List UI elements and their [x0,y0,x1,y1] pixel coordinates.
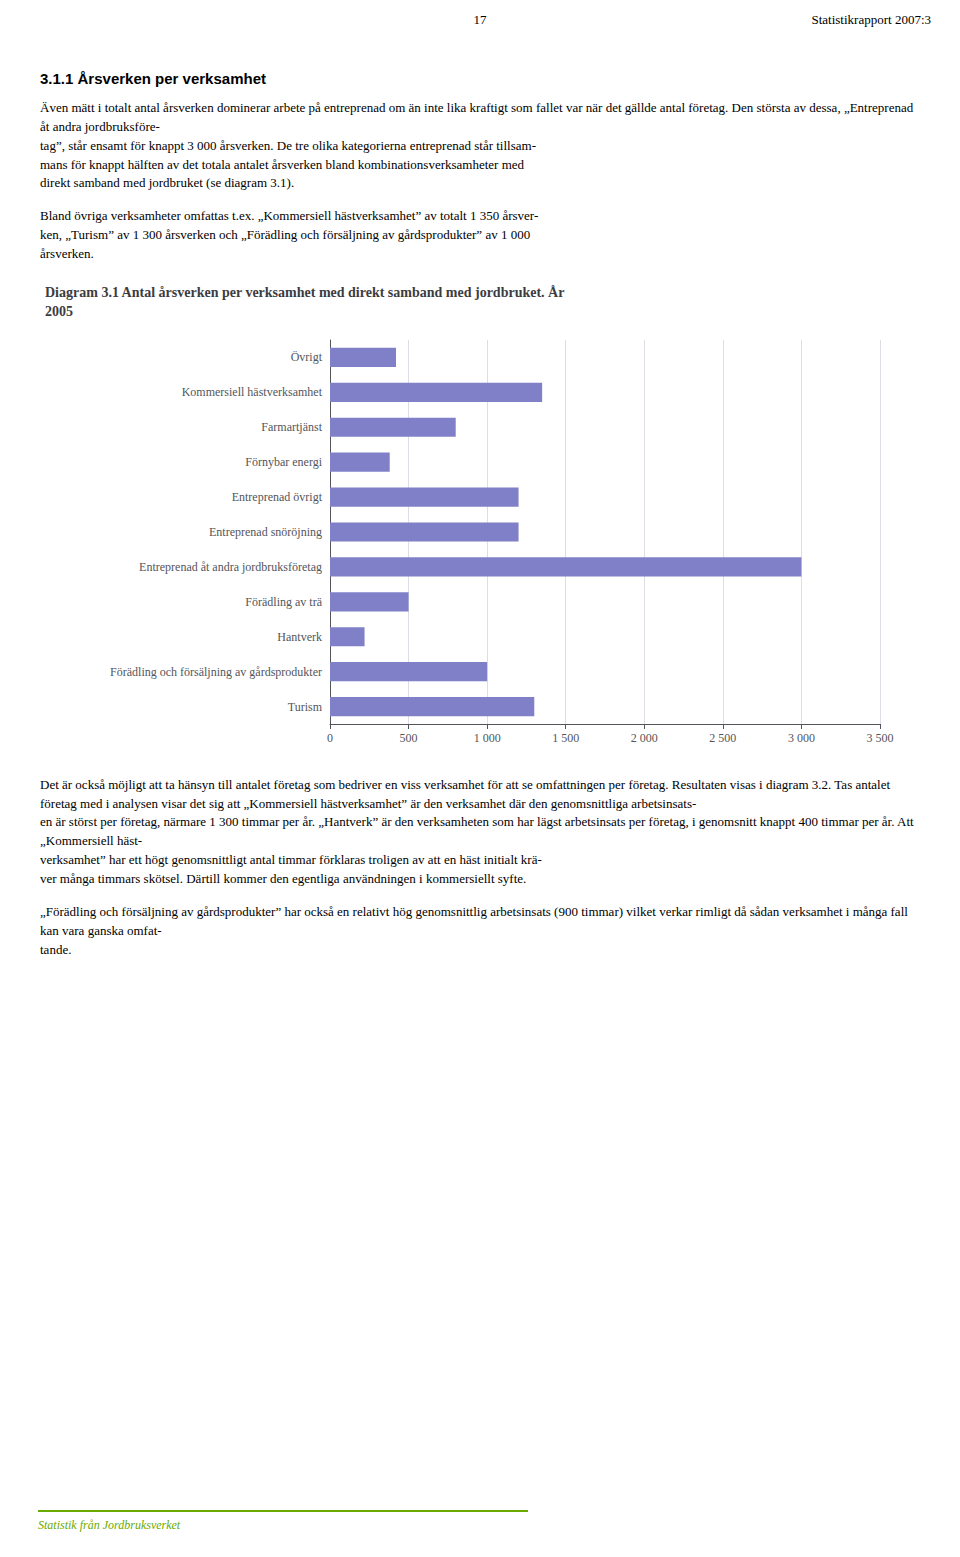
svg-text:Övrigt: Övrigt [291,350,323,364]
svg-text:2005: 2005 [45,304,73,319]
svg-text:Hantverk: Hantverk [277,629,322,643]
svg-text:0: 0 [327,731,333,745]
html-text:Statistikrapport 2007:3: Statistikrapport 2007:3 [811,12,931,27]
svg-text:Entreprenad snöröjning: Entreprenad snöröjning [209,525,322,539]
svg-text:Förnybar energi: Förnybar energi [245,455,322,469]
html-text:3.1.1 Årsverken per verksamhet: 3.1.1 Årsverken per verksamhet [40,70,266,87]
svg-text:3 500: 3 500 [867,731,894,745]
svg-text:Turism: Turism [288,699,323,713]
html-text:Det är också möjligt att ta hä: Det är också möjligt att ta hänsyn till … [40,776,914,886]
svg-text:Förädling och försäljning av g: Förädling och försäljning av gårdsproduk… [110,664,322,678]
svg-text:500: 500 [400,731,418,745]
svg-text:Diagram 3.1 Antal årsverken pe: Diagram 3.1 Antal årsverken per verksamh… [45,285,564,300]
svg-text:Farmartjänst: Farmartjänst [261,420,322,434]
svg-text:1 000: 1 000 [474,731,501,745]
svg-text:Förädling av trä: Förädling av trä [245,595,322,609]
svg-text:3 000: 3 000 [788,731,815,745]
html-text:„Förädling och försäljning av: „Förädling och försäljning av gårdsprodu… [40,903,908,957]
svg-text:Entreprenad övrigt: Entreprenad övrigt [232,490,323,504]
svg-text:Entreprenad åt andra jordbruks: Entreprenad åt andra jordbruksföretag [139,560,322,574]
html-text:Bland övriga verksamheter omfa: Bland övriga verksamheter omfattas t.ex.… [40,208,539,261]
svg-text:2 500: 2 500 [709,731,736,745]
svg-text:2 000: 2 000 [631,731,658,745]
svg-text:1 500: 1 500 [552,731,579,745]
html-text:Även mätt i totalt antal årsve: Även mätt i totalt antal årsverken domin… [40,100,914,191]
html-text:Statistik från Jordbruksverket: Statistik från Jordbruksverket [38,1518,181,1532]
html-text:17: 17 [473,12,487,27]
svg-text:Kommersiell hästverksamhet: Kommersiell hästverksamhet [182,385,323,399]
